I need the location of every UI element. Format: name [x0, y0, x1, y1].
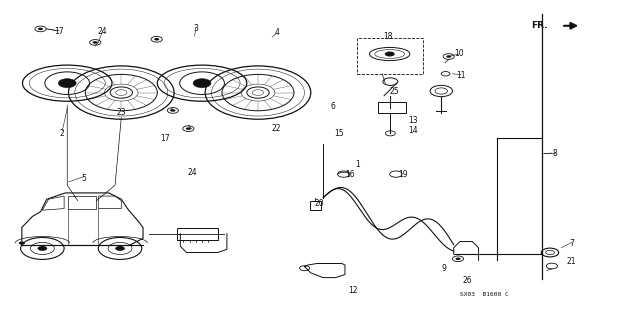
Bar: [177, 228, 217, 240]
Text: 5: 5: [82, 174, 86, 183]
Text: 16: 16: [345, 170, 355, 179]
Text: 11: 11: [456, 71, 466, 80]
Circle shape: [171, 109, 176, 112]
Bar: [309, 201, 321, 210]
Circle shape: [193, 79, 211, 88]
Text: 18: 18: [384, 32, 393, 41]
Text: 8: 8: [553, 149, 557, 158]
Text: 14: 14: [408, 126, 418, 135]
Circle shape: [154, 38, 159, 41]
Circle shape: [186, 127, 191, 130]
Text: 10: 10: [454, 49, 463, 58]
Circle shape: [37, 246, 47, 251]
Text: 24: 24: [188, 168, 198, 177]
Circle shape: [19, 242, 25, 245]
Circle shape: [446, 55, 451, 58]
Text: SX03  B1600 C: SX03 B1600 C: [460, 292, 509, 297]
Text: 9: 9: [442, 264, 447, 273]
Text: 15: 15: [334, 129, 344, 138]
Text: 23: 23: [117, 108, 126, 117]
Text: 12: 12: [348, 286, 358, 295]
Text: 13: 13: [408, 116, 418, 125]
Text: 6: 6: [330, 102, 335, 111]
Text: 4: 4: [274, 28, 279, 37]
Bar: [358, 38, 423, 74]
Text: 26: 26: [463, 276, 472, 285]
Text: FR.: FR.: [531, 21, 548, 30]
Text: 25: 25: [390, 86, 399, 95]
Text: 21: 21: [567, 257, 576, 267]
Circle shape: [385, 52, 394, 57]
Circle shape: [38, 28, 43, 30]
Text: 22: 22: [272, 124, 281, 133]
Text: 3: 3: [193, 24, 198, 33]
Text: 1: 1: [355, 160, 359, 169]
Circle shape: [115, 246, 125, 251]
Text: 20: 20: [314, 199, 324, 208]
Circle shape: [93, 41, 98, 44]
Text: 17: 17: [55, 27, 64, 36]
Text: 19: 19: [398, 170, 408, 179]
Text: 7: 7: [569, 239, 574, 248]
Circle shape: [455, 258, 460, 260]
Text: 24: 24: [98, 27, 107, 36]
Circle shape: [58, 79, 76, 88]
Text: 17: 17: [160, 133, 169, 142]
Text: 2: 2: [60, 129, 65, 138]
